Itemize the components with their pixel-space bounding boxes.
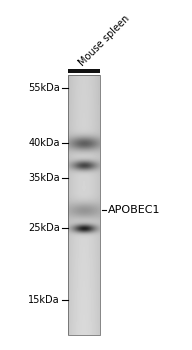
Text: 25kDa: 25kDa <box>28 223 60 233</box>
Bar <box>68 69 100 73</box>
Text: 35kDa: 35kDa <box>28 173 60 183</box>
Text: APOBEC1: APOBEC1 <box>108 205 161 215</box>
Bar <box>68 75 100 335</box>
Text: 55kDa: 55kDa <box>28 83 60 93</box>
Text: 15kDa: 15kDa <box>28 295 60 305</box>
Text: Mouse spleen: Mouse spleen <box>77 13 132 68</box>
Text: 40kDa: 40kDa <box>28 138 60 148</box>
